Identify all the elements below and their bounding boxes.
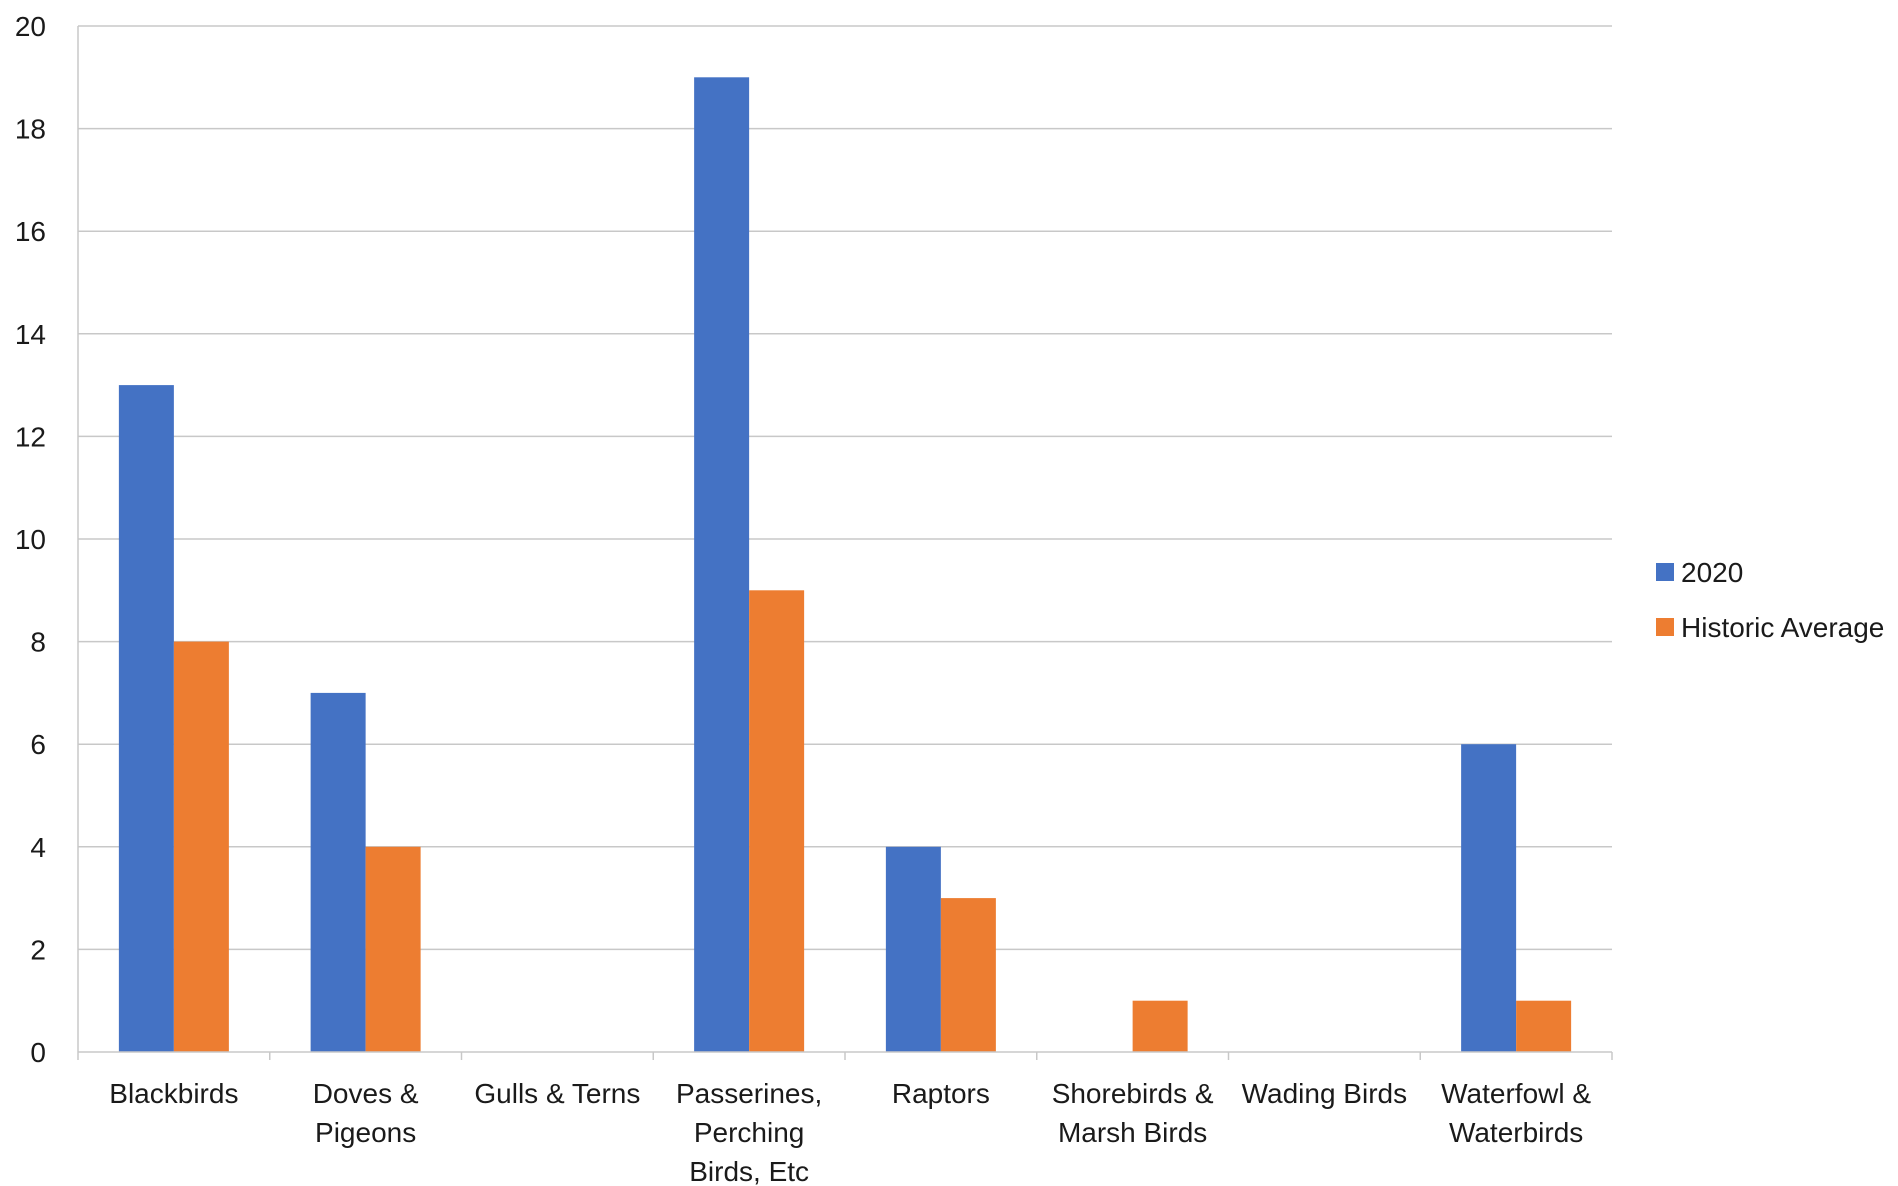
bars bbox=[118, 77, 1572, 1053]
category-label-line: Gulls & Terns bbox=[474, 1078, 640, 1109]
y-tick-label: 18 bbox=[15, 114, 46, 145]
y-tick-label: 12 bbox=[15, 421, 46, 452]
y-tick-label: 2 bbox=[30, 934, 46, 965]
category-label: Shorebirds & Marsh Birds bbox=[1052, 1078, 1214, 1148]
legend: 2020 Historic Average bbox=[1656, 557, 1884, 643]
category-label: Blackbirds bbox=[109, 1078, 238, 1109]
bar-series1-1 bbox=[310, 692, 366, 1052]
category-label: Raptors bbox=[892, 1078, 990, 1109]
y-tick-label: 8 bbox=[30, 627, 46, 658]
bar-series2-1 bbox=[365, 846, 421, 1052]
bar-series1-3 bbox=[694, 77, 750, 1053]
y-axis-tick-labels: 0 2 4 6 8 10 12 14 16 18 20 bbox=[15, 11, 46, 1068]
legend-label: 2020 bbox=[1681, 557, 1743, 588]
y-tick-label: 4 bbox=[30, 832, 46, 863]
y-tick-label: 20 bbox=[15, 11, 46, 42]
gridlines bbox=[78, 25, 1612, 951]
category-label-line: Marsh Birds bbox=[1058, 1117, 1207, 1148]
bar-series2-5 bbox=[1132, 1000, 1188, 1052]
bar-series1-0 bbox=[118, 385, 174, 1053]
x-axis bbox=[77, 26, 1613, 1060]
y-tick-label: 0 bbox=[30, 1037, 46, 1068]
category-label-line: Doves & bbox=[313, 1078, 419, 1109]
legend-label: Historic Average bbox=[1681, 612, 1884, 643]
category-label-line: Pigeons bbox=[315, 1117, 416, 1148]
category-label-line: Waterbirds bbox=[1449, 1117, 1583, 1148]
legend-swatch bbox=[1656, 618, 1674, 636]
category-label-line: Perching bbox=[694, 1117, 805, 1148]
category-label-line: Passerines, bbox=[676, 1078, 822, 1109]
y-tick-label: 6 bbox=[30, 729, 46, 760]
category-label-line: Shorebirds & bbox=[1052, 1078, 1214, 1109]
category-label: Passerines, Perching Birds, Etc bbox=[676, 1078, 822, 1186]
category-label-line: Blackbirds bbox=[109, 1078, 238, 1109]
bar-series2-4 bbox=[940, 898, 996, 1052]
legend-swatch bbox=[1656, 563, 1674, 581]
bar-series2-3 bbox=[749, 590, 805, 1052]
category-label-line: Raptors bbox=[892, 1078, 990, 1109]
category-label-line: Waterfowl & bbox=[1441, 1078, 1591, 1109]
y-tick-label: 16 bbox=[15, 216, 46, 247]
category-label-line: Wading Birds bbox=[1242, 1078, 1407, 1109]
category-label: Waterfowl & Waterbirds bbox=[1441, 1078, 1591, 1148]
bar-series2-0 bbox=[173, 641, 229, 1052]
category-label-line: Birds, Etc bbox=[689, 1156, 809, 1186]
bar-series1-4 bbox=[885, 846, 941, 1052]
category-label: Doves & Pigeons bbox=[313, 1078, 419, 1148]
x-axis-category-labels: Blackbirds Doves & Pigeons Gulls & Terns Pas… bbox=[109, 1078, 1591, 1186]
bar-series1-7 bbox=[1461, 744, 1517, 1052]
bar-series2-7 bbox=[1516, 1000, 1572, 1052]
y-tick-label: 14 bbox=[15, 319, 46, 350]
y-tick-label: 10 bbox=[15, 524, 46, 555]
category-label: Wading Birds bbox=[1242, 1078, 1407, 1109]
category-label: Gulls & Terns bbox=[474, 1078, 640, 1109]
